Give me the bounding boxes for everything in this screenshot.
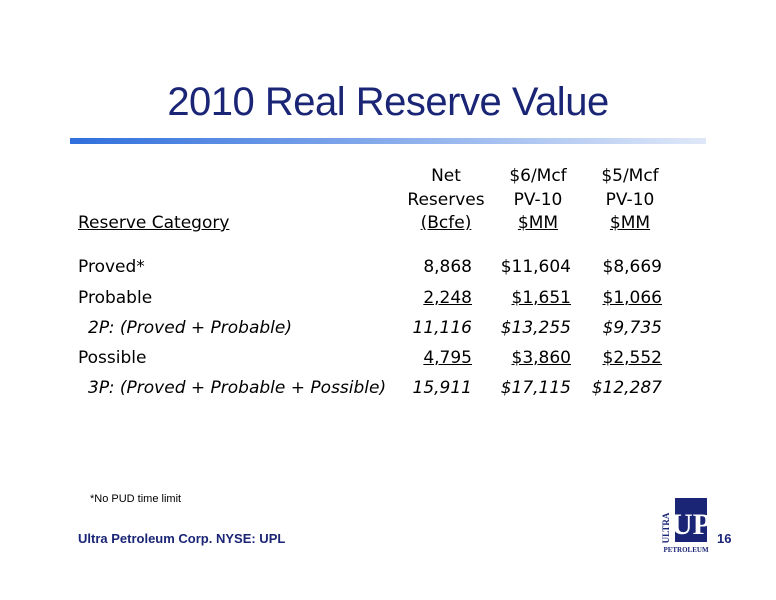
category-header: Reserve Category: [78, 213, 230, 233]
row-proved-net: 8,868: [423, 257, 472, 277]
row-2p-category: 2P: (Proved + Probable): [88, 318, 292, 338]
row-2p-six: $13,255: [500, 318, 571, 338]
logo-ultra-text: ULTRA: [661, 512, 671, 543]
row-possible-five: $2,552: [602, 348, 662, 368]
page-number: 16: [717, 531, 732, 546]
slide-title: 2010 Real Reserve Value: [167, 80, 609, 124]
row-probable-five: $1,066: [602, 288, 662, 308]
net-header-line1: Net: [431, 166, 461, 186]
row-3p-six: $17,115: [500, 378, 571, 398]
five-header-line2: PV-10: [605, 190, 655, 210]
row-3p-five: $12,287: [591, 378, 662, 398]
company-footer: Ultra Petroleum Corp. NYSE: UPL: [78, 531, 286, 546]
row-proved-five: $8,669: [602, 257, 662, 277]
row-2p-five: $9,735: [602, 318, 662, 338]
net-header-line3: (Bcfe): [420, 213, 472, 233]
net-header-line2: Reserves: [407, 190, 485, 210]
five-header-line1: $5/Mcf: [601, 166, 659, 186]
row-possible-net: 4,795: [423, 348, 472, 368]
row-probable-net: 2,248: [423, 288, 472, 308]
ultra-petroleum-logo: ULTRA UP PETROLEUM: [661, 498, 709, 554]
five-header-line3: $MM: [609, 213, 651, 233]
footnote: *No PUD time limit: [90, 493, 182, 505]
six-header-line3: $MM: [517, 213, 559, 233]
row-2p-net: 11,116: [412, 318, 472, 338]
six-header-line2: PV-10: [513, 190, 563, 210]
row-proved-category: Proved*: [78, 257, 145, 277]
logo-mark-box: [675, 498, 707, 542]
logo-up-mark: UP: [671, 508, 709, 541]
row-3p-net: 15,911: [412, 378, 472, 398]
six-header-line1: $6/Mcf: [509, 166, 567, 186]
row-possible-six: $3,860: [511, 348, 571, 368]
row-possible-category: Possible: [78, 348, 147, 368]
row-3p-category: 3P: (Proved + Probable + Possible): [88, 378, 387, 398]
title-divider: [70, 138, 706, 144]
row-probable-six: $1,651: [511, 288, 571, 308]
row-probable-category: Probable: [78, 288, 153, 308]
row-proved-six: $11,604: [500, 257, 571, 277]
logo-petroleum-text: PETROLEUM: [663, 546, 709, 554]
